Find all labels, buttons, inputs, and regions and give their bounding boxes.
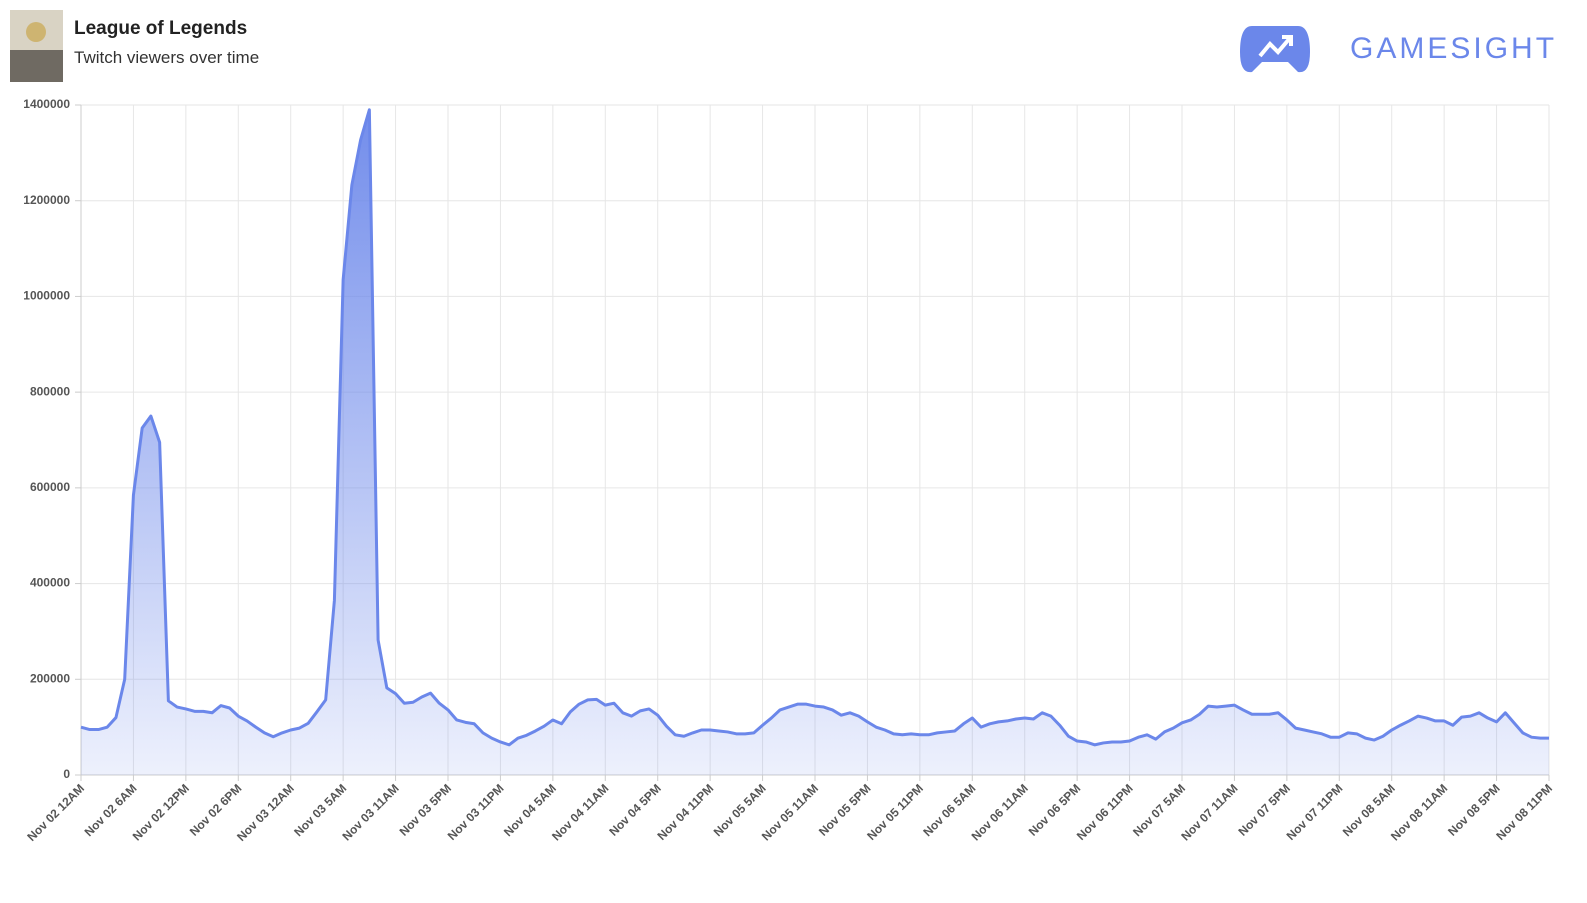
x-tick-label: Nov 07 5AM bbox=[1130, 781, 1188, 839]
x-tick-label: Nov 07 5PM bbox=[1235, 781, 1293, 839]
y-tick-label: 1400000 bbox=[23, 97, 70, 111]
x-tick-label: Nov 06 5PM bbox=[1026, 781, 1084, 839]
y-tick-label: 1200000 bbox=[23, 193, 70, 207]
x-tick-label: Nov 02 6PM bbox=[187, 781, 245, 839]
x-tick-label: Nov 04 11PM bbox=[654, 781, 716, 843]
y-tick-label: 800000 bbox=[30, 384, 70, 398]
x-tick-label: Nov 05 11PM bbox=[864, 781, 926, 843]
x-tick-label: Nov 08 11AM bbox=[1388, 781, 1450, 843]
x-tick-label: Nov 03 5AM bbox=[291, 781, 349, 839]
x-tick-label: Nov 05 5PM bbox=[816, 781, 874, 839]
x-tick-label: Nov 04 5PM bbox=[606, 781, 664, 839]
x-tick-label: Nov 04 5AM bbox=[501, 781, 559, 839]
game-thumbnail bbox=[10, 10, 63, 82]
x-tick-label: Nov 05 5AM bbox=[711, 781, 769, 839]
x-tick-label: Nov 08 5PM bbox=[1445, 781, 1503, 839]
y-tick-label: 200000 bbox=[30, 671, 70, 685]
y-tick-label: 400000 bbox=[30, 576, 70, 590]
x-tick-label: Nov 02 12AM bbox=[24, 781, 87, 844]
x-tick-label: Nov 04 11AM bbox=[549, 781, 611, 843]
x-tick-label: Nov 08 11PM bbox=[1493, 781, 1555, 843]
x-tick-label: Nov 06 11PM bbox=[1074, 781, 1136, 843]
y-tick-label: 600000 bbox=[30, 480, 70, 494]
x-tick-label: Nov 03 11AM bbox=[339, 781, 401, 843]
x-tick-label: Nov 02 12PM bbox=[130, 781, 192, 843]
y-tick-label: 0 bbox=[63, 767, 70, 781]
chart-subtitle: Twitch viewers over time bbox=[74, 48, 260, 67]
game-title: League of Legends bbox=[74, 18, 248, 39]
x-tick-label: Nov 06 11AM bbox=[969, 781, 1031, 843]
x-tick-label: Nov 02 6AM bbox=[82, 781, 140, 839]
x-tick-label: Nov 03 5PM bbox=[397, 781, 455, 839]
x-tick-label: Nov 07 11AM bbox=[1178, 781, 1240, 843]
x-tick-label: Nov 03 11PM bbox=[445, 781, 507, 843]
x-tick-label: Nov 06 5AM bbox=[920, 781, 978, 839]
brand-name: GAMESIGHT bbox=[1350, 32, 1558, 65]
x-tick-label: Nov 08 5AM bbox=[1340, 781, 1398, 839]
x-tick-label: Nov 05 11AM bbox=[759, 781, 821, 843]
line bbox=[80, 108, 1549, 747]
brand-logo bbox=[1240, 26, 1310, 73]
x-tick-label: Nov 07 11PM bbox=[1284, 781, 1346, 843]
y-tick-label: 1000000 bbox=[23, 289, 70, 303]
